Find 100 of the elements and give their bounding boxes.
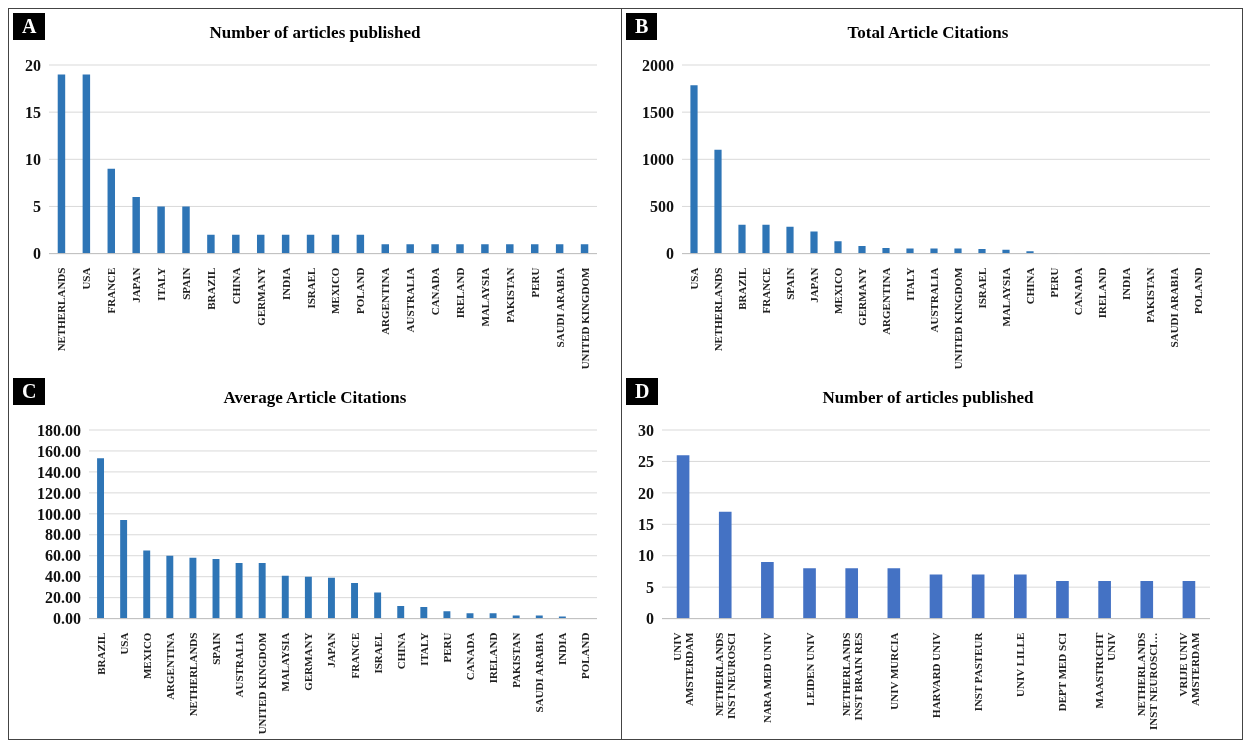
x-tick-label: NETHERLANDS INST NEUROSCI… (1134, 632, 1159, 730)
y-tick-label: 1500 (642, 103, 674, 121)
x-tick-label: PAKISTAN (510, 632, 523, 688)
y-tick-label: 120.00 (37, 484, 81, 502)
text: D (626, 378, 659, 405)
x-tick-label: INDIA (279, 267, 292, 301)
y-tick-label: 15 (638, 515, 654, 533)
x-tick-label: ITALY (155, 267, 168, 301)
x-tick-label: PAKISTAN (503, 267, 516, 323)
x-tick-label: IRELAND (454, 267, 466, 319)
x-tick-label: PERU (528, 267, 541, 298)
x-tick-label: GERMANY (254, 267, 267, 326)
x-tick-label: MAASTRICHT UNIV (1092, 631, 1117, 709)
y-tick-label: 180.00 (37, 421, 81, 439)
x-tick-label: INDIA (1120, 267, 1132, 301)
x-tick-label: GERMANY (856, 267, 868, 326)
x-tick-label: CHINA (394, 632, 407, 670)
x-tick-label: UNIV LILLE (1014, 632, 1027, 697)
x-tick-label: MEXICO (832, 267, 844, 315)
y-tick-label: 5 (33, 198, 41, 216)
text: A (13, 13, 46, 40)
x-tick-label: MALAYSIA (1000, 267, 1012, 327)
y-tick-label: 10 (25, 150, 41, 168)
y-tick-label: 60.00 (45, 547, 81, 565)
x-tick-label: ARGENTINA (163, 632, 176, 700)
x-tick-label: MEXICO (140, 632, 153, 680)
x-tick-label: PERU (1048, 267, 1060, 298)
y-tick-label: 2000 (642, 56, 674, 74)
y-tick-label: 0 (666, 245, 674, 263)
text: C (13, 378, 46, 405)
x-tick-label: LEIDEN UNIV (803, 632, 816, 706)
x-tick-label: ITALY (904, 267, 916, 301)
x-tick-label: SPAIN (210, 632, 222, 665)
y-tick-label: 30 (638, 421, 654, 439)
x-tick-label: CANADA (464, 632, 476, 681)
x-tick-label: SAUDI ARABIA (1168, 267, 1180, 348)
x-tick-label: AUSTRALIA (928, 267, 940, 333)
x-tick-label: POLAND (1192, 267, 1204, 315)
x-tick-label: FRANCE (760, 267, 772, 314)
x-tick-label: CHINA (229, 267, 242, 305)
x-tick-label: AUSTRALIA (233, 632, 246, 698)
x-tick-label: SAUDI ARABIA (553, 267, 566, 348)
x-tick-label: ARGENTINA (880, 267, 892, 335)
x-tick-label: ARGENTINA (379, 267, 392, 335)
x-tick-label: NETHERLANDS INST BRAIN RES (839, 632, 864, 721)
x-tick-label: USA (80, 267, 93, 290)
x-tick-label: FRANCE (105, 267, 118, 314)
x-tick-label: SPAIN (180, 267, 192, 300)
y-tick-label: 20.00 (45, 589, 81, 607)
y-tick-label: 80.00 (45, 526, 81, 544)
x-tick-label: CANADA (429, 267, 442, 316)
x-tick-label: SPAIN (784, 267, 796, 300)
x-tick-label: USA (688, 267, 700, 290)
x-tick-label: BRAZIL (736, 267, 748, 310)
y-tick-label: 1000 (642, 150, 674, 168)
x-tick-label: PERU (440, 632, 453, 663)
x-tick-label: UNITED KINGDOM (952, 266, 964, 370)
y-tick-label: 140.00 (37, 463, 81, 481)
x-tick-label: INDIA (556, 632, 569, 666)
y-tick-label: 0 (646, 610, 654, 628)
y-tick-label: 15 (25, 103, 41, 121)
y-tick-label: 100.00 (37, 505, 81, 523)
y-tick-label: 500 (650, 198, 674, 216)
y-tick-label: 20 (638, 484, 654, 502)
x-tick-label: CHINA (1024, 267, 1036, 305)
y-tick-label: 25 (638, 453, 654, 471)
x-tick-label: MALAYSIA (478, 267, 491, 327)
y-tick-label: 20 (25, 56, 41, 74)
chart-title: Average Article Citations (223, 388, 407, 407)
x-tick-label: IRELAND (1096, 267, 1108, 319)
x-tick-label: PAKISTAN (1144, 267, 1156, 323)
y-tick-label: 0 (33, 245, 41, 263)
x-tick-label: NETHERLANDS (712, 267, 724, 352)
x-tick-label: BRAZIL (204, 267, 217, 310)
y-tick-label: 10 (638, 547, 654, 565)
x-tick-label: INST PASTEUR (972, 631, 985, 712)
x-tick-label: VRIJE UNIV AMSTERDAM (1176, 631, 1201, 706)
x-tick-label: ISRAEL (371, 632, 384, 674)
x-tick-label: CANADA (1072, 267, 1084, 316)
x-tick-label: FRANCE (348, 632, 361, 679)
text: B (626, 13, 658, 40)
x-tick-label: HARVARD UNIV (930, 632, 942, 718)
x-tick-label: UNITED KINGDOM (578, 266, 591, 370)
y-tick-label: 0.00 (53, 610, 81, 628)
chart-title: Number of articles published (822, 388, 1034, 407)
y-tick-label: 40.00 (45, 568, 81, 586)
x-tick-label: ISRAEL (304, 267, 317, 309)
chart-title: Number of articles published (209, 23, 421, 42)
x-tick-label: NETHERLANDS (186, 632, 199, 717)
x-tick-label: NETHERLANDS INST NEUROSCI (713, 632, 738, 719)
chart-title: Total Article Citations (847, 23, 1009, 42)
x-tick-label: SAUDI ARABIA (533, 632, 546, 713)
x-tick-label: NARA MED UNIV (761, 632, 774, 724)
x-tick-label: ISRAEL (976, 267, 988, 309)
x-tick-label: AUSTRALIA (404, 267, 417, 333)
x-tick-label: POLAND (579, 632, 592, 680)
x-tick-label: UNITED KINGDOM (256, 631, 269, 735)
x-tick-label: UNIV AMSTERDAM (671, 631, 696, 706)
x-tick-label: IRELAND (487, 632, 500, 684)
x-tick-label: USA (117, 632, 130, 655)
